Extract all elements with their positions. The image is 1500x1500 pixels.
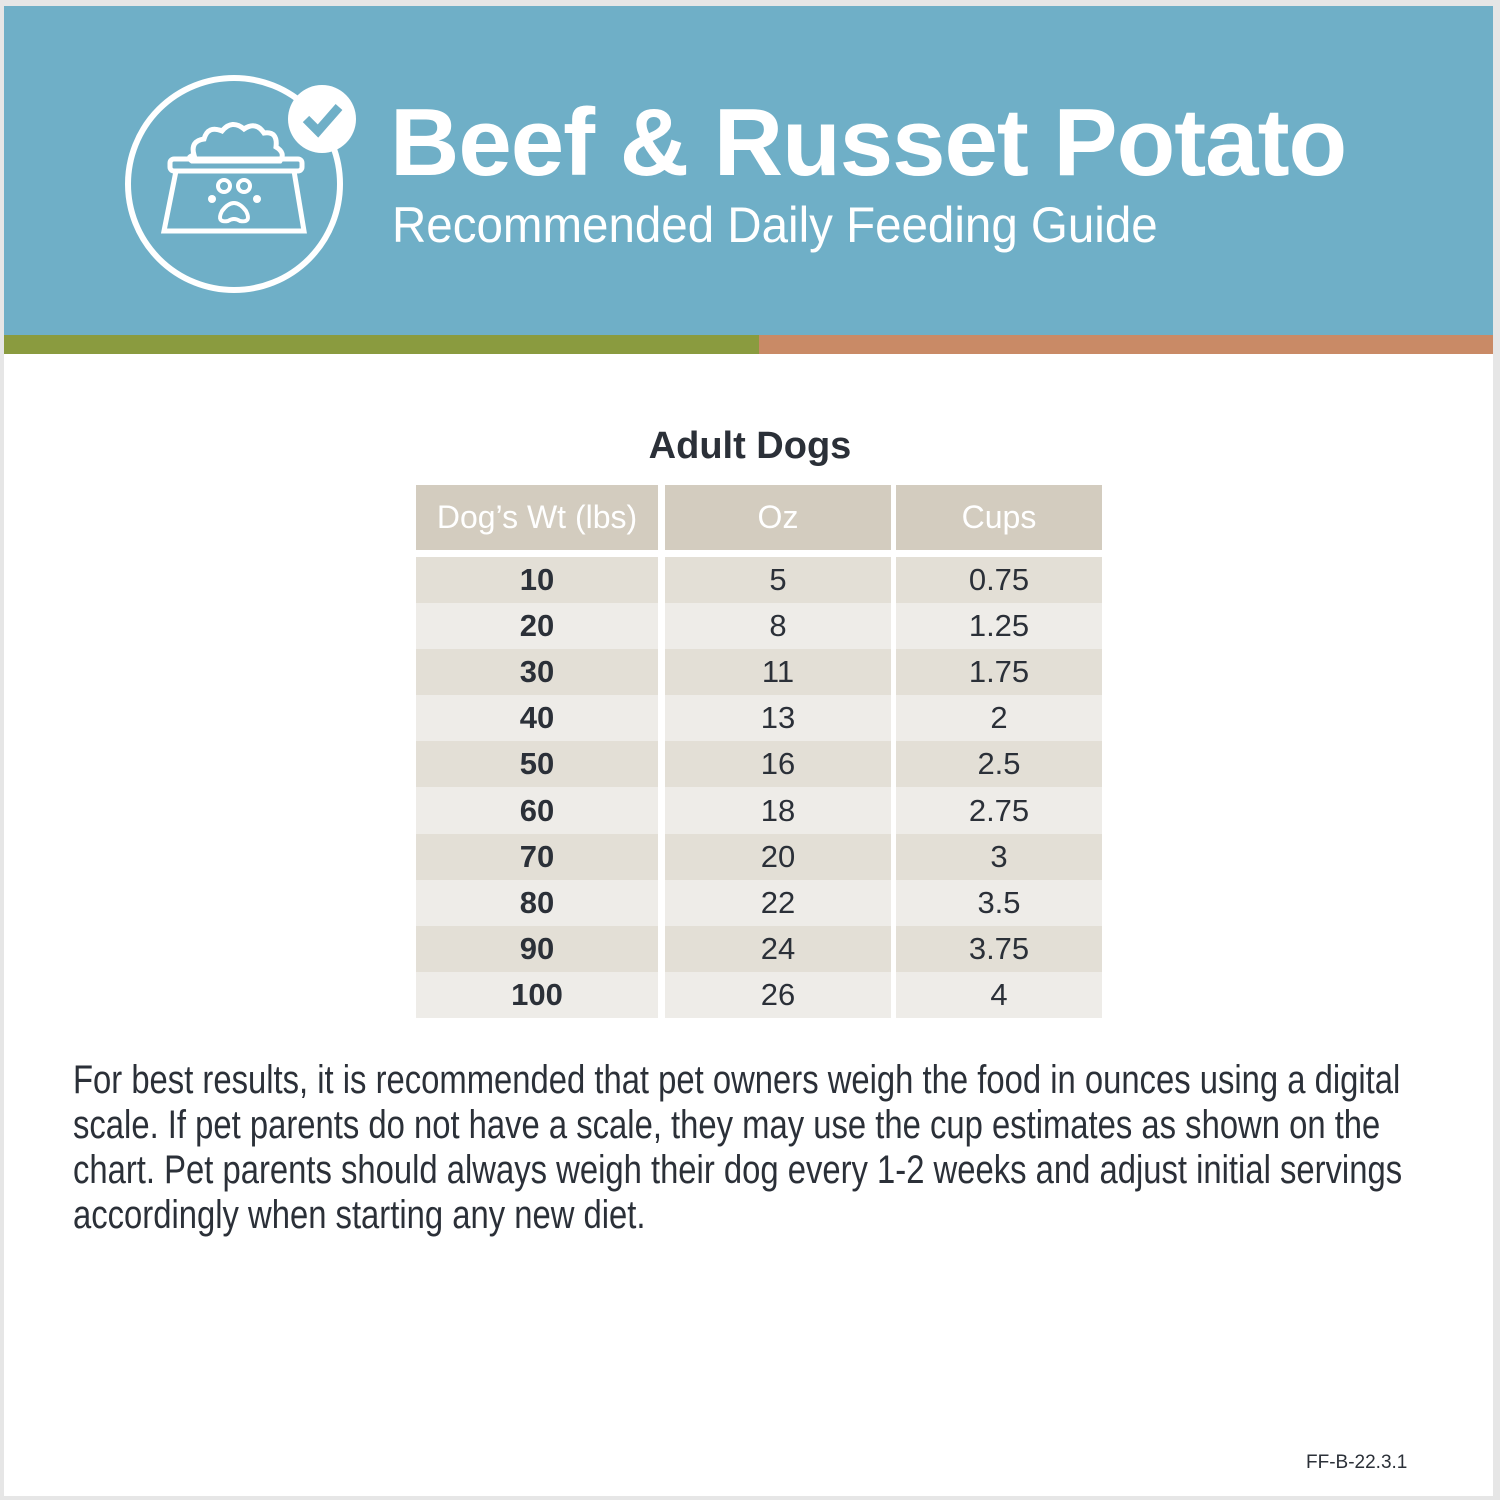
table-row: 20 8 1.25 bbox=[416, 603, 1102, 650]
cell-cups: 0.75 bbox=[896, 557, 1102, 604]
cell-weight: 20 bbox=[416, 603, 658, 650]
cell-oz: 13 bbox=[665, 695, 891, 742]
column-header-cups: Cups bbox=[896, 485, 1102, 550]
accent-stripe-orange bbox=[759, 335, 1493, 354]
cell-weight: 100 bbox=[416, 971, 658, 1018]
column-header-oz: Oz bbox=[665, 485, 891, 550]
feeding-table: Dog’s Wt (lbs) Oz Cups 10 5 0.75 20 8 1.25 30 1… bbox=[416, 485, 1102, 1018]
cell-oz: 8 bbox=[665, 603, 891, 650]
cell-oz: 26 bbox=[665, 971, 891, 1018]
column-header-weight: Dog’s Wt (lbs) bbox=[416, 485, 658, 550]
cell-weight: 70 bbox=[416, 833, 658, 880]
page-title: Beef & Russet Potato bbox=[390, 89, 1347, 196]
table-row: 10 5 0.75 bbox=[416, 557, 1102, 604]
cell-cups: 2.5 bbox=[896, 741, 1102, 788]
cell-cups: 4 bbox=[896, 971, 1102, 1018]
cell-weight: 60 bbox=[416, 787, 658, 834]
feeding-note: For best results, it is recommended that… bbox=[73, 1058, 1403, 1237]
feeding-guide-page: Beef & Russet Potato Recommended Daily F… bbox=[4, 6, 1493, 1496]
cell-cups: 2 bbox=[896, 695, 1102, 742]
cell-weight: 10 bbox=[416, 557, 658, 604]
accent-stripe-green bbox=[4, 335, 759, 354]
cell-oz: 20 bbox=[665, 833, 891, 880]
table-row: 40 13 2 bbox=[416, 695, 1102, 742]
cell-cups: 3 bbox=[896, 833, 1102, 880]
table-row: 60 18 2.75 bbox=[416, 787, 1102, 834]
document-code: FF-B-22.3.1 bbox=[1306, 1452, 1408, 1473]
cell-oz: 18 bbox=[665, 787, 891, 834]
cell-weight: 90 bbox=[416, 925, 658, 972]
cell-oz: 5 bbox=[665, 557, 891, 604]
table-row: 100 26 4 bbox=[416, 971, 1102, 1018]
table-row: 70 20 3 bbox=[416, 833, 1102, 880]
table-row: 90 24 3.75 bbox=[416, 925, 1102, 972]
cell-oz: 24 bbox=[665, 925, 891, 972]
dog-food-bowl-check-icon bbox=[125, 75, 356, 293]
cell-oz: 22 bbox=[665, 879, 891, 926]
cell-cups: 1.75 bbox=[896, 649, 1102, 696]
table-row: 50 16 2.5 bbox=[416, 741, 1102, 788]
cell-weight: 40 bbox=[416, 695, 658, 742]
cell-cups: 2.75 bbox=[896, 787, 1102, 834]
header-banner: Beef & Russet Potato Recommended Daily F… bbox=[4, 6, 1493, 335]
cell-weight: 30 bbox=[416, 649, 658, 696]
cell-cups: 3.5 bbox=[896, 879, 1102, 926]
cell-weight: 80 bbox=[416, 879, 658, 926]
section-title: Adult Dogs bbox=[648, 425, 852, 467]
table-header: Dog’s Wt (lbs) Oz Cups bbox=[416, 485, 1102, 550]
page-subtitle: Recommended Daily Feeding Guide bbox=[392, 197, 1158, 253]
table-row: 80 22 3.5 bbox=[416, 879, 1102, 926]
cell-oz: 11 bbox=[665, 649, 891, 696]
cell-cups: 3.75 bbox=[896, 925, 1102, 972]
cell-cups: 1.25 bbox=[896, 603, 1102, 650]
table-row: 30 11 1.75 bbox=[416, 649, 1102, 696]
cell-oz: 16 bbox=[665, 741, 891, 788]
cell-weight: 50 bbox=[416, 741, 658, 788]
